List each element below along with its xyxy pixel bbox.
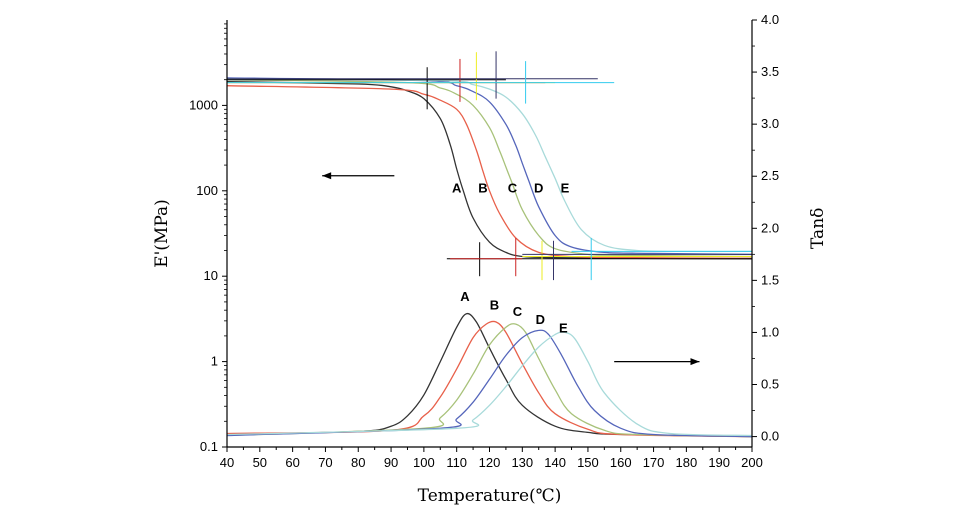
tan-delta-curve-d [226, 329, 753, 438]
x-tick-label-170: 170 [643, 455, 665, 470]
tan-delta-curve-label-b: B [490, 298, 499, 313]
y-right-tick-label-3.5: 3.5 [761, 64, 779, 79]
y-left-tick-label-100: 100 [196, 183, 218, 198]
x-tick-label-70: 70 [318, 455, 332, 470]
modulus-curve-label-c: C [508, 181, 518, 196]
y-right-tick-label-1.5: 1.5 [761, 272, 779, 287]
tangent-lines-layer [227, 51, 752, 281]
y-right-tick-label-4: 4.0 [761, 12, 779, 27]
x-tick-label-150: 150 [577, 455, 599, 470]
tan-delta-curve-label-d: D [536, 312, 545, 327]
x-tick-label-50: 50 [253, 455, 267, 470]
arrow-left-head [322, 172, 332, 180]
x-tick-label-160: 160 [610, 455, 632, 470]
tan-delta-curve-b [226, 320, 753, 438]
x-tick-label-190: 190 [708, 455, 730, 470]
x-tick-label-110: 110 [446, 455, 467, 470]
y-left-tick-label-0.1: 0.1 [200, 439, 218, 454]
modulus-curve-a [226, 80, 753, 260]
y-left-tick-label-1000: 1000 [189, 97, 218, 112]
y-left-tick-label-10: 10 [204, 268, 218, 283]
x-tick-label-180: 180 [676, 455, 698, 470]
y-right-tick-label-3: 3.0 [761, 116, 779, 131]
modulus-curve-label-a: A [452, 181, 462, 196]
y-right-tick-label-2: 2.0 [761, 220, 779, 235]
x-tick-label-200: 200 [741, 455, 763, 470]
modulus-curve-label-b: B [478, 181, 487, 196]
y-right-tick-label-0.5: 0.5 [761, 377, 779, 392]
tan-delta-curve-label-a: A [460, 289, 470, 304]
x-tick-label-60: 60 [285, 455, 299, 470]
x-tick-label-80: 80 [351, 455, 365, 470]
y-left-tick-label-1: 1 [211, 354, 218, 369]
modulus-curve-e [226, 78, 753, 253]
y-right-tick-label-2.5: 2.5 [761, 168, 779, 183]
tan-delta-curve-label-c: C [513, 304, 523, 319]
y-axis-right-title: Tanδ [808, 208, 828, 249]
modulus-curve-b [226, 85, 753, 259]
x-tick-label-120: 120 [479, 455, 501, 470]
y-right-tick-label-0: 0.0 [761, 429, 779, 444]
tan-delta-curve-a [226, 312, 753, 438]
x-tick-label-140: 140 [544, 455, 566, 470]
modulus-curve-c [226, 79, 753, 258]
tan-delta-curve-c [226, 323, 753, 438]
x-tick-label-100: 100 [413, 455, 435, 470]
tan-delta-curve-e [226, 331, 753, 437]
y-axis-left-title: E'(MPa) [152, 199, 172, 268]
modulus-curve-label-e: E [561, 181, 570, 196]
modulus-curve-label-d: D [534, 181, 543, 196]
curves-layer [226, 77, 753, 438]
x-tick-label-90: 90 [384, 455, 398, 470]
x-tick-label-40: 40 [220, 455, 234, 470]
tan-delta-curve-label-e: E [559, 320, 568, 335]
x-tick-label-130: 130 [511, 455, 533, 470]
y-right-tick-label-1: 1.0 [761, 324, 779, 339]
axes-layer: 40 50 60 70 80 90 100 110 120 130 140 150 160 170 180 1… [189, 12, 779, 470]
x-axis-title: Temperature(℃) [418, 486, 562, 506]
modulus-curve-d [226, 77, 753, 256]
arrow-right-head [690, 358, 700, 366]
